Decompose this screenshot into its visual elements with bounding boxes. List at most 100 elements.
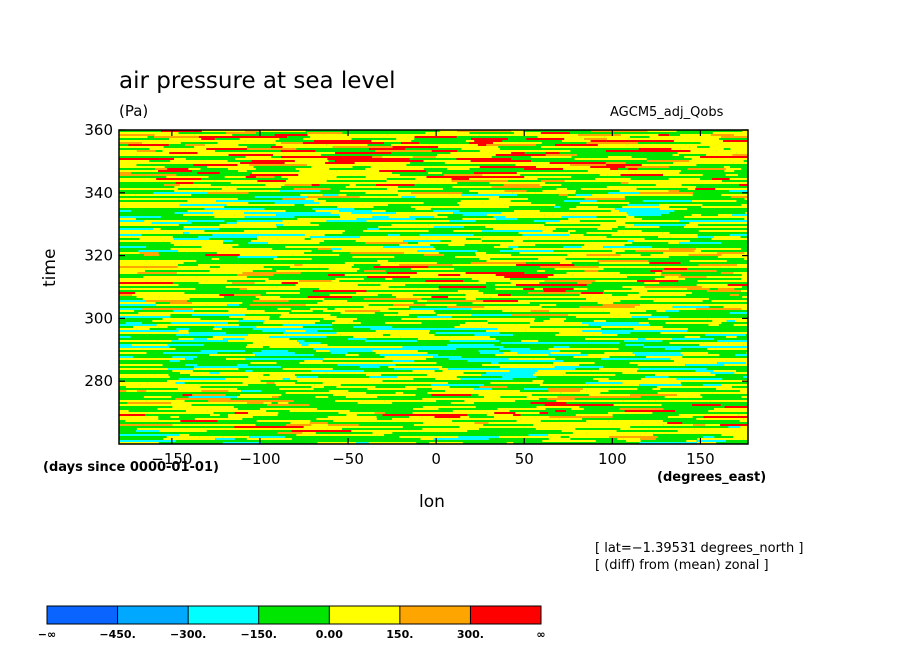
field-streak [437,154,496,156]
field-streak [491,362,499,364]
field-streak [640,434,653,436]
field-streak [252,300,276,302]
field-streak [653,432,709,434]
field-streak [392,360,415,362]
field-streak [267,242,307,244]
field-streak [728,266,748,268]
field-streak [567,254,587,256]
field-streak [289,266,320,268]
field-streak [633,240,680,242]
field-streak [679,220,726,222]
field-streak [136,296,160,298]
field-streak [142,308,193,310]
field-streak [207,410,234,412]
field-streak [516,360,564,362]
colorbar-label: −450. [99,628,135,641]
colorbar-segment [188,606,259,624]
field-streak [119,328,137,330]
field-streak [535,192,576,194]
field-streak [485,226,541,228]
field-streak [141,420,181,422]
field-streak [695,248,742,250]
field-streak [631,316,669,318]
field-streak [624,340,643,342]
field-streak [644,286,702,288]
field-streak [119,414,146,416]
field-streak [332,250,392,252]
field-streak [428,224,485,226]
field-streak [552,364,580,366]
field-streak [219,294,235,296]
field-streak [463,196,499,198]
field-streak [258,376,297,378]
field-streak [329,350,373,352]
field-streak [300,194,309,196]
field-streak [615,274,627,276]
field-streak [537,136,581,138]
field-streak [119,346,170,348]
field-streak [401,142,420,144]
field-streak [579,294,612,296]
field-streak [471,368,520,370]
field-streak [475,252,487,254]
field-streak [403,240,441,242]
field-streak [561,216,597,218]
field-streak [262,330,286,332]
field-streak [317,302,343,304]
field-streak [624,410,676,412]
field-streak [179,206,225,208]
field-streak [488,422,541,424]
field-streak [352,256,395,258]
field-streak [627,204,659,206]
colorbar-label: 0.00 [316,628,343,641]
field-streak [315,396,329,398]
field-streak [170,322,228,324]
field-streak [170,242,224,244]
field-streak [438,398,480,400]
field-streak [305,156,344,158]
field-streak [331,280,340,282]
field-streak [158,170,192,172]
field-streak [283,332,337,334]
field-streak [311,424,329,426]
field-streak [741,274,748,276]
field-streak [344,262,396,264]
field-streak [332,322,350,324]
field-streak [517,352,551,354]
field-streak [187,220,225,222]
field-streak [245,130,261,132]
field-streak [154,374,169,376]
field-streak [192,394,226,396]
field-streak [610,248,670,250]
field-streak [284,162,326,164]
field-streak [162,318,201,320]
colorbar-segment [117,606,189,624]
field-streak [395,262,437,264]
field-streak [339,214,391,216]
field-streak [563,374,616,376]
field-streak [345,310,381,312]
field-streak [173,238,210,240]
field-streak [390,334,435,336]
field-streak [509,370,538,372]
field-streak [296,434,330,436]
field-streak [136,154,182,156]
field-streak [730,196,748,198]
field-streak [500,342,512,344]
field-streak [601,326,621,328]
field-streak [237,274,274,276]
field-streak [179,184,211,186]
field-streak [366,220,413,222]
field-streak [265,268,273,270]
field-streak [297,380,338,382]
field-streak [584,138,607,140]
field-streak [119,264,178,266]
field-streak [186,320,239,322]
field-streak [207,192,249,194]
field-streak [663,174,703,176]
field-streak [518,364,553,366]
field-streak [479,150,506,152]
field-streak [489,152,512,154]
field-streak [451,178,470,180]
field-streak [374,412,385,414]
